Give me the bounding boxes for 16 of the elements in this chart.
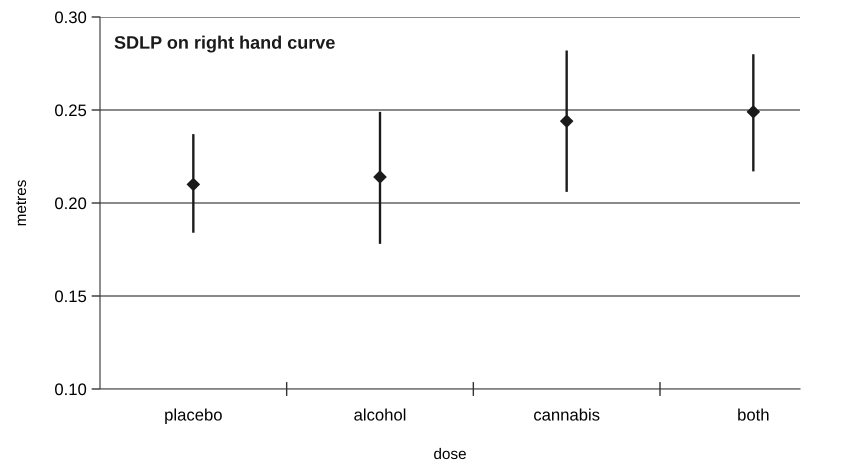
- y-tick-label: 0.30: [55, 11, 86, 24]
- y-tick-label: 0.10: [55, 383, 86, 396]
- text: SDLP on right hand curve: [114, 36, 335, 53]
- point: [186, 178, 200, 192]
- y-tick-label: 0.15: [55, 290, 86, 302]
- y-tick-label: 0.25: [55, 104, 86, 116]
- x-tick-label: cannabis: [534, 408, 600, 421]
- point: [373, 170, 387, 184]
- x-tick-label: alcohol: [354, 408, 406, 421]
- point: [560, 114, 574, 128]
- x-tick-label: both: [738, 408, 768, 421]
- x-axis-title: dose: [434, 448, 466, 460]
- x-tick-label: placebo: [165, 408, 222, 424]
- y-axis-title: metres: [16, 180, 26, 226]
- point: [746, 105, 760, 119]
- y-tick-label: 0.20: [55, 197, 86, 210]
